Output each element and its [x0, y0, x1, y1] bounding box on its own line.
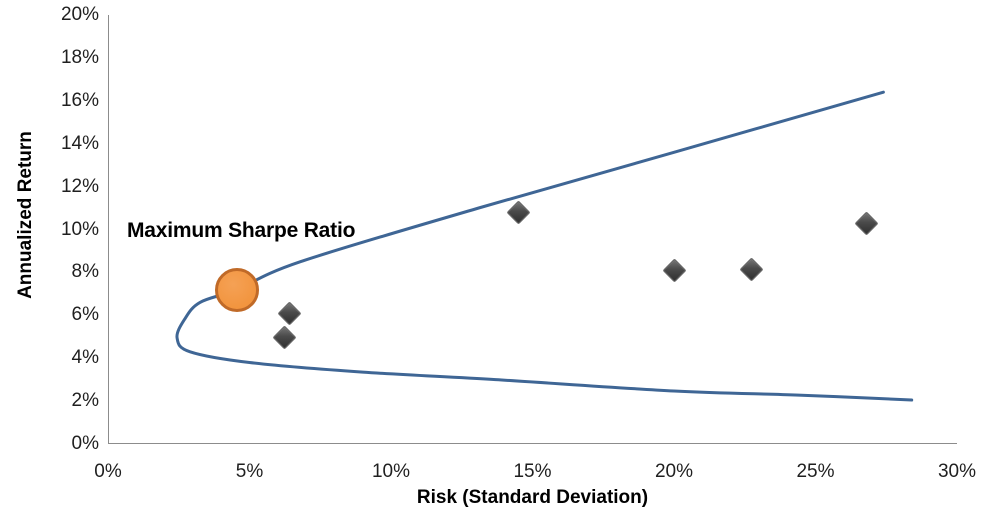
x-tick-label: 15%	[513, 461, 552, 482]
y-tick-label: 20%	[60, 4, 99, 25]
y-tick-label: 14%	[60, 132, 99, 154]
y-tick-label: 0%	[71, 433, 99, 454]
plot-area	[108, 15, 957, 444]
x-tick-label: 25%	[796, 461, 835, 482]
y-tick-label: 2%	[71, 390, 99, 412]
max-sharpe-point	[214, 267, 259, 312]
max-sharpe-annotation: Maximum Sharpe Ratio	[127, 219, 356, 242]
y-axis-title: Annualized Return	[15, 131, 36, 299]
x-tick-label: 0%	[94, 461, 122, 482]
y-tick-label: 18%	[60, 46, 99, 68]
x-tick-label: 20%	[654, 461, 694, 482]
y-tick-label: 4%	[71, 347, 99, 369]
x-tick-label: 30%	[937, 461, 977, 482]
y-tick-label: 10%	[60, 218, 99, 240]
y-tick-label: 12%	[60, 175, 99, 197]
y-tick-label: 8%	[71, 261, 99, 283]
x-tick-label: 5%	[235, 461, 264, 482]
x-axis-title: Risk (Standard Deviation)	[416, 487, 649, 508]
x-tick-label: 10%	[371, 461, 411, 482]
y-tick-label: 16%	[60, 89, 99, 111]
y-tick-label: 6%	[71, 304, 99, 326]
